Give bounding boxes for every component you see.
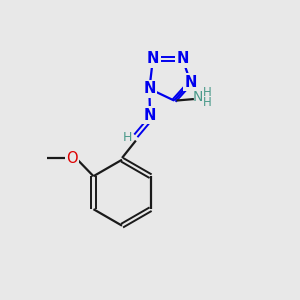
Text: O: O <box>66 151 78 166</box>
Text: H: H <box>122 131 132 144</box>
Text: N: N <box>144 108 156 123</box>
Text: N: N <box>176 51 189 66</box>
Text: H: H <box>203 96 212 109</box>
Text: N: N <box>184 75 197 90</box>
Text: O: O <box>66 151 78 166</box>
Text: N: N <box>143 81 156 96</box>
Text: N: N <box>147 51 159 66</box>
Text: N: N <box>176 51 189 66</box>
Text: N: N <box>144 108 156 123</box>
Text: N: N <box>147 51 159 66</box>
Text: N: N <box>143 81 156 96</box>
Text: H: H <box>203 86 212 99</box>
Text: N: N <box>193 90 203 104</box>
Text: N: N <box>184 75 197 90</box>
